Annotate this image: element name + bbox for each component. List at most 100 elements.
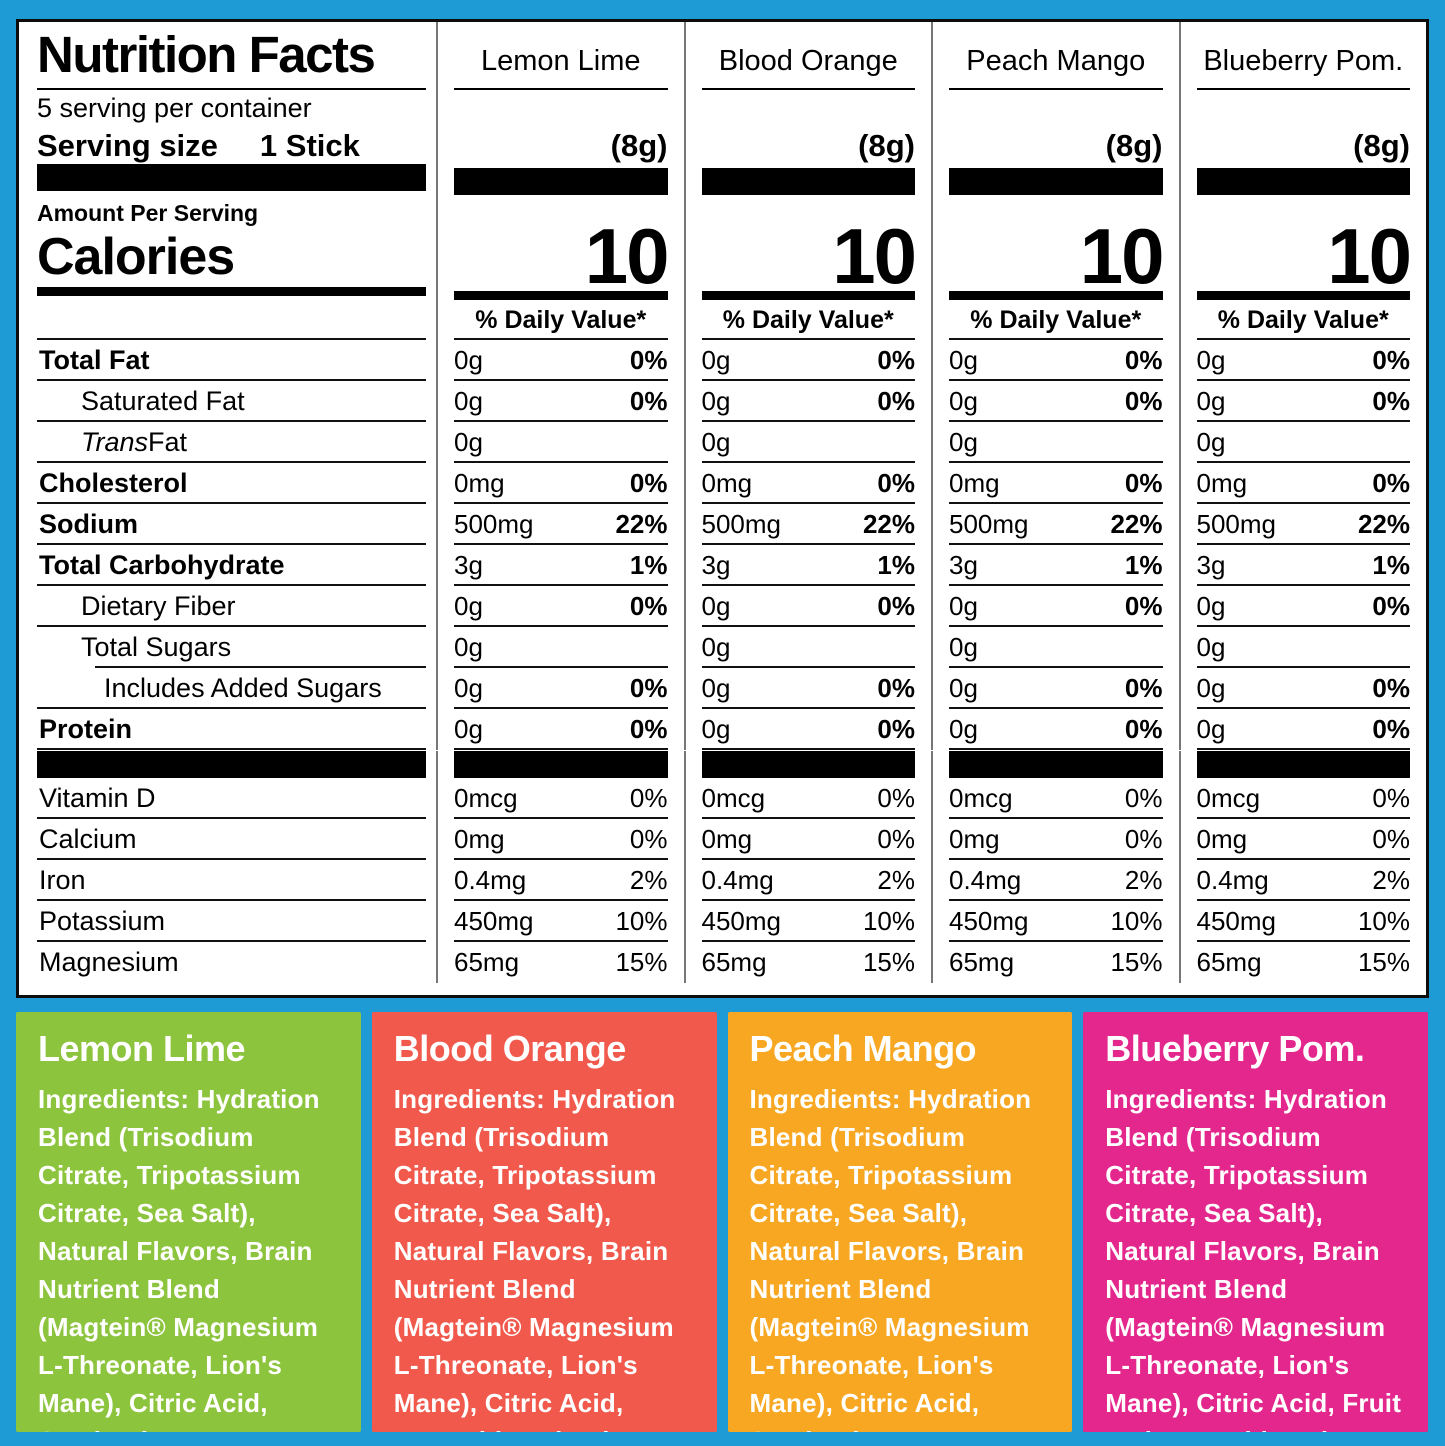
ingredients-list: Hydration Blend (Trisodium Citrate, Trip… <box>1105 1084 1402 1432</box>
amount-value: 0g <box>1196 427 1226 457</box>
amount-value: 0.4mg <box>949 865 1022 895</box>
nutrient-value-cell: 0g <box>1178 627 1427 668</box>
nutrient-value-cell: 0mg 0% <box>1178 819 1427 860</box>
amount-value: 0g <box>701 345 731 375</box>
nutrient-row-sodium: Sodium 500mg 22% 500mg 22% 500mg 22% 500mg 22% <box>19 504 1426 545</box>
nutrient-label-text: Sodium <box>39 509 138 539</box>
nutrient-value-cell: 0g 0% <box>931 709 1179 750</box>
nutrient-value-cell: 3g 1% <box>1178 545 1427 586</box>
daily-value-percent: 22% <box>1357 509 1410 539</box>
daily-value-percent: 0% <box>629 468 668 498</box>
flavor-name-rule <box>1196 88 1410 90</box>
daily-value-percent: 2% <box>1124 865 1163 895</box>
ingredients-list: Hydration Blend (Trisodium Citrate, Trip… <box>393 1084 676 1432</box>
ingredients-text: Ingredients: Hydration Blend (Trisodium … <box>38 1080 341 1432</box>
amount-value: 3g <box>949 550 978 580</box>
amount-value: 0g <box>1196 632 1226 662</box>
amount-value: 450mg <box>701 906 782 936</box>
amount-value: 3g <box>1196 550 1226 580</box>
flavor-box-title: Lemon Lime <box>38 1028 246 1069</box>
amount-value: 0.4mg <box>454 865 527 895</box>
amount-value: 0g <box>949 632 978 662</box>
nutrient-value-cell: 500mg 22% <box>931 504 1179 545</box>
daily-value-percent: 0% <box>629 824 668 854</box>
daily-value-percent: 15% <box>862 947 915 977</box>
amount-value: 0g <box>454 386 483 416</box>
nutrient-value-cell: 3g 1% <box>436 545 684 586</box>
nutrient-value-cell: 450mg 10% <box>931 901 1179 942</box>
flavor-name: Lemon Lime <box>480 45 641 77</box>
nutrient-label-text: Total Fat <box>39 345 150 375</box>
daily-value-percent: 0% <box>1372 468 1410 498</box>
ingredients-label: Ingredients: <box>749 1084 901 1114</box>
nutrient-value-cell: 0g 0% <box>436 340 684 381</box>
nutrient-label-text: Calcium <box>39 824 137 854</box>
amount-value: 0mg <box>949 468 1000 498</box>
thick-divider-bar <box>454 751 668 778</box>
daily-value-spacer <box>19 296 436 336</box>
amount-value: 0g <box>949 427 978 457</box>
nutrient-value-cell: 0g 0% <box>931 586 1179 627</box>
ingredients-text: Ingredients: Hydration Blend (Trisodium … <box>394 1080 697 1432</box>
nutrient-value-cell: 0mg 0% <box>683 819 932 860</box>
nutrient-label: Includes Added Sugars <box>19 668 436 709</box>
thick-divider-bar <box>949 751 1163 778</box>
daily-value-percent: 0% <box>1124 783 1163 813</box>
amount-value: 0g <box>701 714 731 744</box>
nutrient-row-iron: Iron 0.4mg 2% 0.4mg 2% 0.4mg 2% 0.4mg 2% <box>19 860 1426 901</box>
flavor-name-rule <box>701 88 915 90</box>
amount-value: 3g <box>701 550 731 580</box>
nutrient-row-protein: Protein 0g 0% 0g 0% 0g 0% 0g 0% <box>19 709 1426 750</box>
amount-value: 0g <box>454 427 483 457</box>
daily-value-percent: 15% <box>615 947 668 977</box>
ingredients-label: Ingredients: <box>393 1084 545 1114</box>
amount-value: 0g <box>1196 673 1226 703</box>
nutrient-value-cell: 0.4mg 2% <box>1178 860 1427 901</box>
amount-value: 450mg <box>454 906 534 936</box>
serving-size-label: Serving size <box>37 128 218 163</box>
amount-value: 500mg <box>454 509 534 539</box>
daily-value-percent: 15% <box>1110 947 1163 977</box>
thick-divider-bar <box>454 168 668 195</box>
flavor-column-header-peach-mango: Peach Mango (8g) 10% Daily Value* <box>931 22 1179 340</box>
amount-value: 0mcg <box>454 783 518 813</box>
daily-value-percent: 10% <box>1110 906 1163 936</box>
daily-value-percent: 2% <box>877 865 915 895</box>
nutrient-label-text: Includes Added Sugars <box>104 673 382 703</box>
daily-value-percent: 0% <box>629 714 668 744</box>
amount-value: 3g <box>454 550 483 580</box>
thick-divider-bar <box>1196 751 1410 778</box>
nutrient-label: Saturated Fat <box>19 381 436 422</box>
amount-value: 0g <box>949 345 978 375</box>
amount-per-serving: Amount Per Serving <box>37 200 259 226</box>
calories-value: 10 <box>584 212 670 301</box>
nutrient-value-cell: 3g 1% <box>683 545 932 586</box>
thick-divider-bar <box>701 168 915 195</box>
daily-value-percent: 0% <box>877 591 915 621</box>
nutrient-label-text: Vitamin D <box>39 783 156 813</box>
daily-value-percent: 10% <box>615 906 668 936</box>
ingredients-label: Ingredients: <box>38 1084 190 1114</box>
nutrient-value-cell: 0g 0% <box>1178 668 1427 709</box>
flavor-column-header-blood-orange: Blood Orange (8g) 10% Daily Value* <box>683 22 932 340</box>
nutrient-label: Calcium <box>19 819 436 860</box>
nutrient-value-cell: 0mcg 0% <box>931 778 1179 819</box>
calories-value: 10 <box>1327 212 1412 301</box>
nutrient-value-cell: 0mg 0% <box>931 463 1179 504</box>
amount-value: 0g <box>1196 591 1226 621</box>
panel-header-row: Nutrition Facts 5 serving per container … <box>19 22 1426 340</box>
daily-value-percent: 0% <box>1372 345 1410 375</box>
daily-value-percent: 0% <box>877 673 915 703</box>
daily-value-percent: 0% <box>629 345 668 375</box>
amount-value: 0.4mg <box>1196 865 1269 895</box>
calories-value: 10 <box>832 212 917 301</box>
nutrient-value-cell: 0g 0% <box>1178 586 1427 627</box>
amount-value: 0g <box>701 673 731 703</box>
nutrient-row-cholesterol: Cholesterol 0mg 0% 0mg 0% 0mg 0% 0mg 0% <box>19 463 1426 504</box>
thick-divider-bar <box>949 168 1163 195</box>
flavor-box-title: Blueberry Pom. <box>1105 1028 1365 1069</box>
nutrient-value-cell: 450mg 10% <box>1178 901 1427 942</box>
amount-value: 0mg <box>949 824 1000 854</box>
daily-value-percent: 0% <box>629 783 668 813</box>
